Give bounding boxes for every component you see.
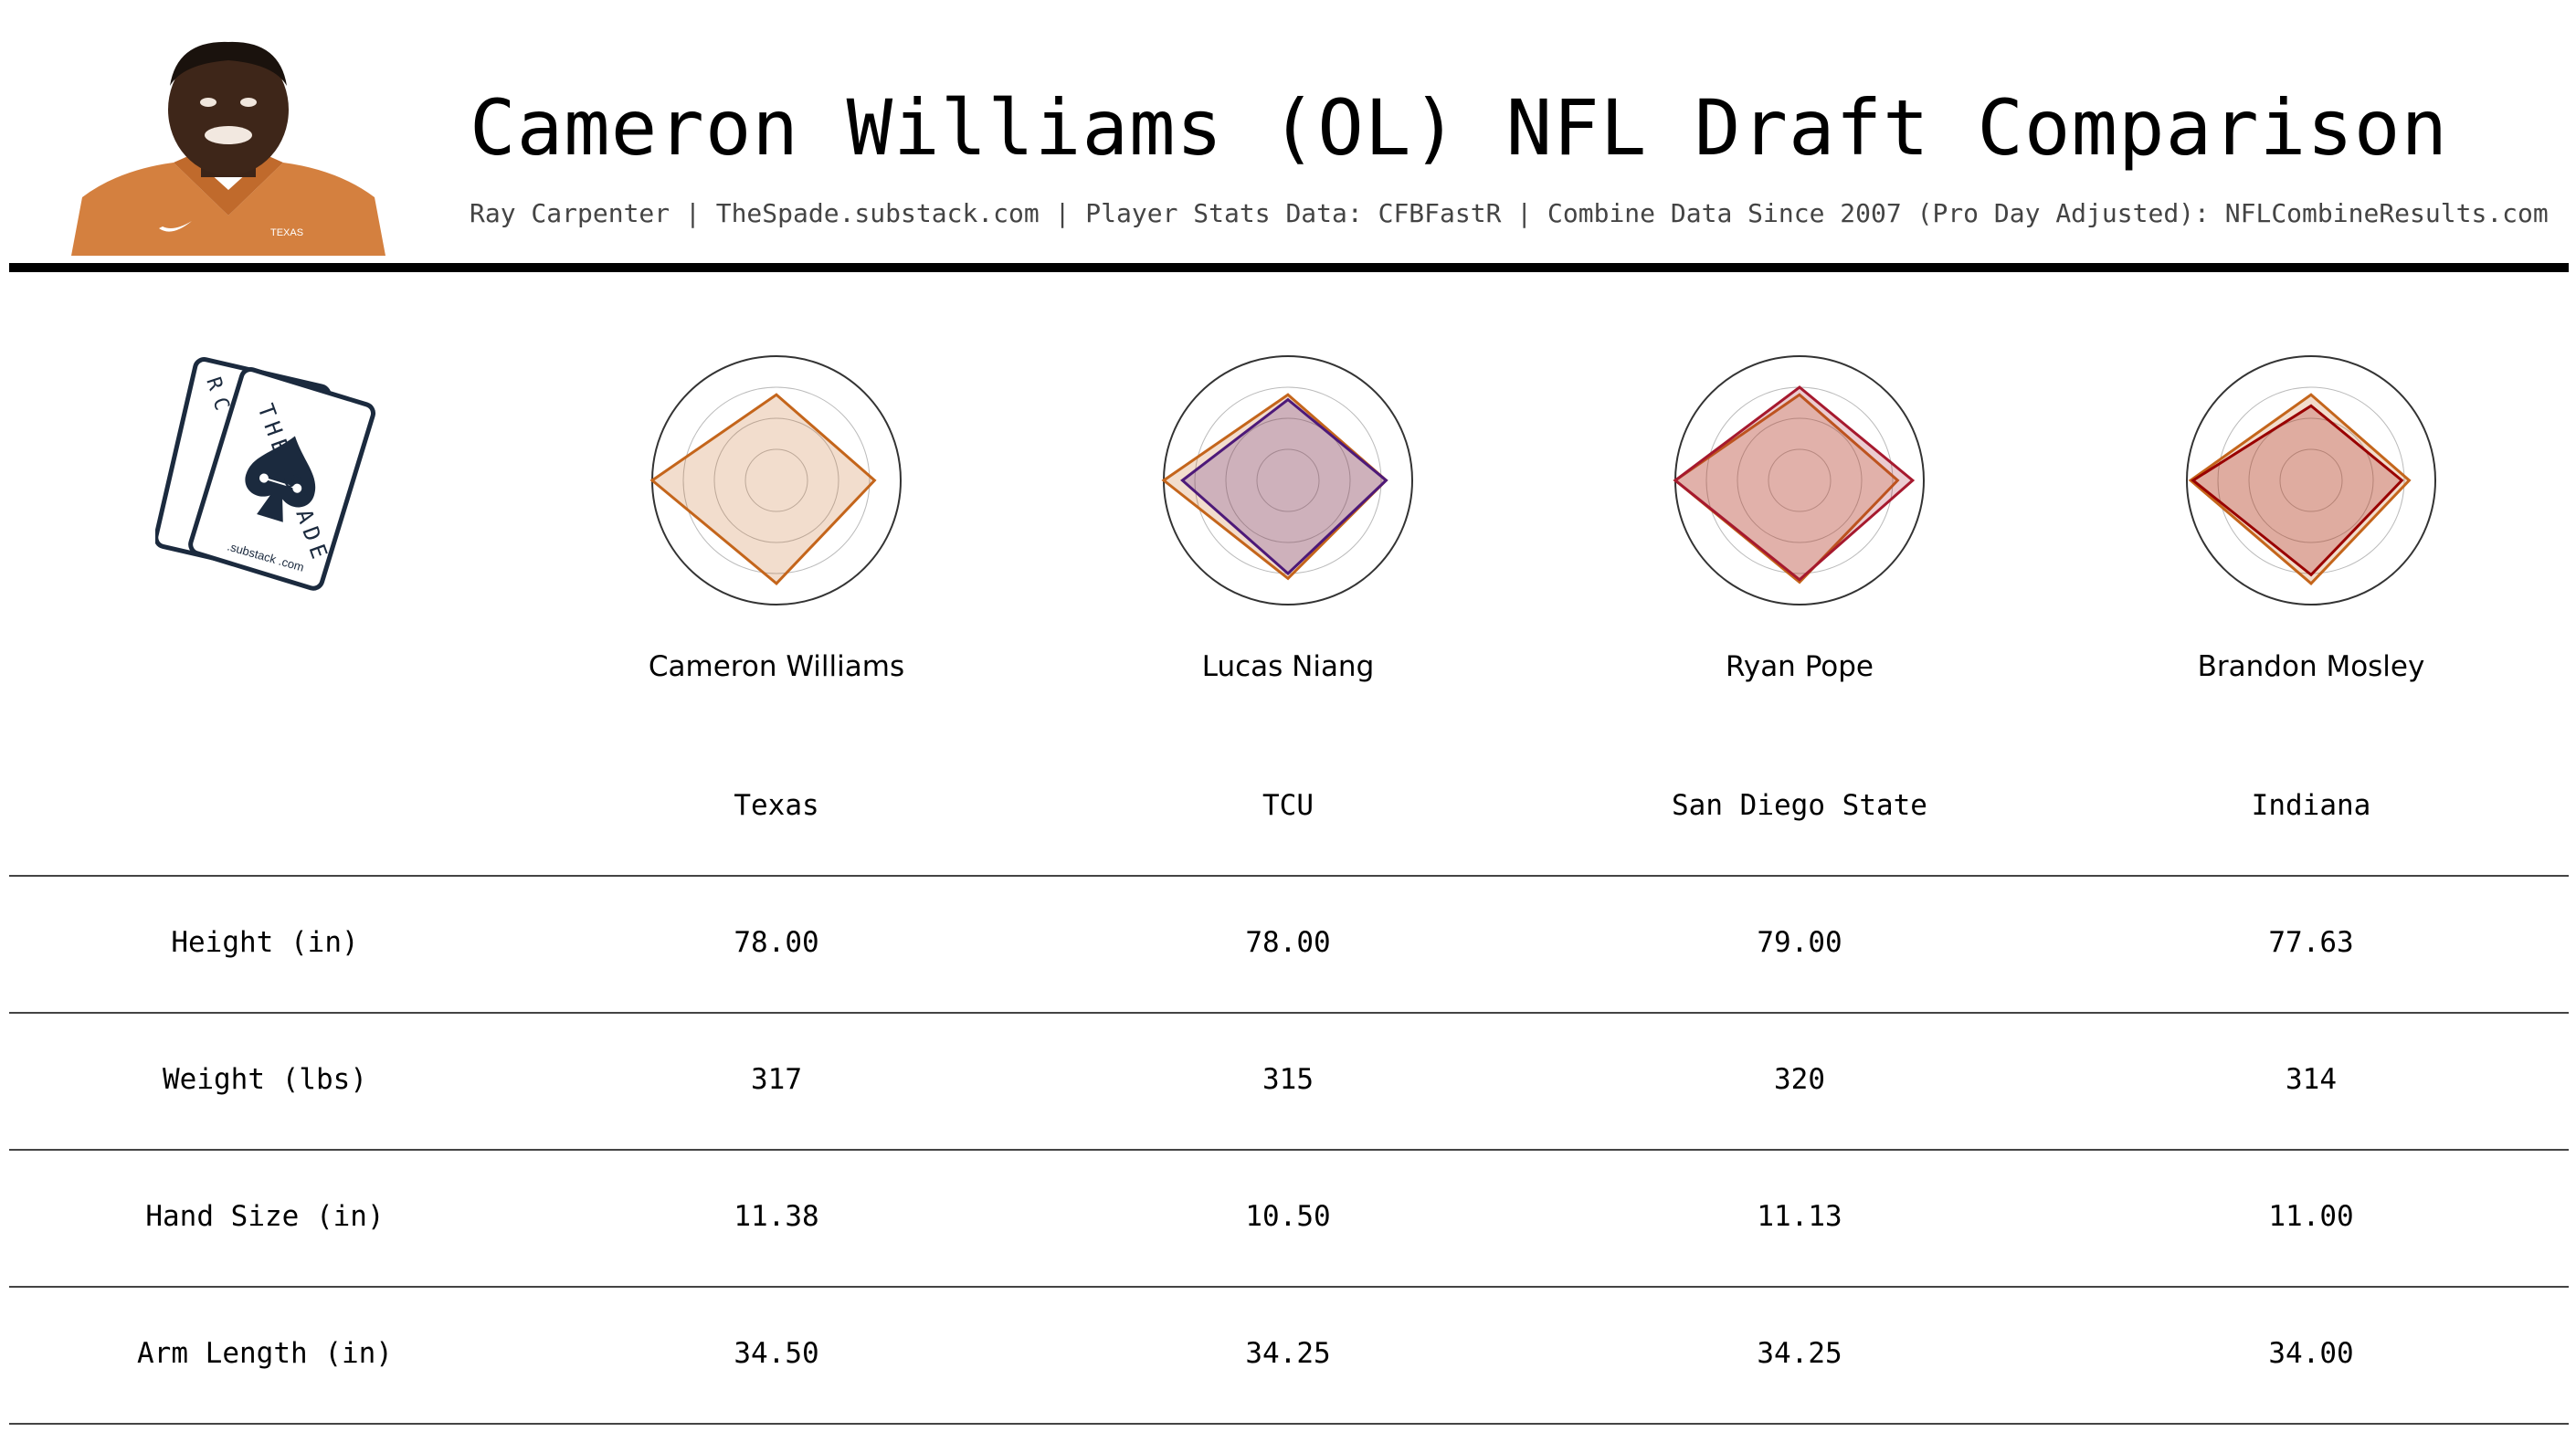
school-tcu: TCU [1262,789,1314,822]
shirt [71,163,385,256]
table-cell: 34.00 [2268,1337,2354,1370]
table-cell: 34.25 [1245,1337,1331,1370]
radar-grid-ring [713,417,839,543]
table-cell: 34.50 [734,1337,819,1370]
page-title: Cameron Williams (OL) NFL Draft Comparis… [470,83,2449,173]
mouth [205,126,252,144]
face [168,44,289,175]
table-cell: 315 [1262,1063,1314,1096]
radar-grid-ring [1256,448,1320,512]
metric-label-weight: Weight (lbs) [163,1063,367,1096]
radar-grid-ring [744,448,808,512]
header-divider [9,263,2569,272]
table-cell: 10.50 [1245,1200,1331,1233]
swoosh-icon [159,221,192,232]
longhorn-logo-text: TEXAS [270,227,303,238]
table-cell: 77.63 [2268,926,2354,959]
table-cell: 78.00 [1245,926,1331,959]
metric-label-arm-length: Arm Length (in) [137,1337,393,1370]
radar-series-polygon-1 [1673,393,1900,584]
table-rule [9,1423,2569,1425]
radar-series-polygon-2 [2191,404,2404,577]
metric-label-height: Height (in) [171,926,359,959]
radar-outer-ring [2186,355,2436,605]
radar-series-polygon-2 [1673,385,1916,582]
player-photo: TEXAS [71,41,385,256]
radar-grid-ring [1737,417,1863,543]
table-rule [9,1012,2569,1014]
radar-chart-brandon-mosley [2186,355,2436,605]
table-cell: 11.38 [734,1200,819,1233]
table-rule [9,875,2569,877]
player-name-cameron-williams: Cameron Williams [648,650,905,683]
radar-chart-ryan-pope [1673,355,1925,605]
radar-chart-lucas-niang [1161,355,1413,605]
table-cell: 11.13 [1757,1200,1842,1233]
player-name-lucas-niang: Lucas Niang [1201,650,1375,683]
radar-grid-ring [1768,448,1832,512]
spade-icon [245,436,316,522]
radar-grid-ring [682,386,871,574]
school-san-diego-state: San Diego State [1672,789,1927,822]
player-name-brandon-mosley: Brandon Mosley [2197,650,2425,683]
radar-series-polygon-1 [649,393,877,585]
radar-chart-cameron-williams [649,355,902,605]
hair [170,41,287,86]
player-name-ryan-pope: Ryan Pope [1726,650,1874,683]
the-spade-logo: THE SPADE RC .substack .com [155,357,376,591]
table-rule [9,1286,2569,1288]
radar-grid-ring [1225,417,1351,543]
table-cell: 320 [1774,1063,1825,1096]
table-cell: 79.00 [1757,926,1842,959]
table-cell: 314 [2286,1063,2337,1096]
page-subtitle: Ray Carpenter | TheSpade.substack.com | … [470,198,2549,228]
school-texas: Texas [734,789,819,822]
radar-grid-ring [2248,417,2374,543]
table-cell: 78.00 [734,926,819,959]
school-indiana: Indiana [2251,789,2371,822]
table-cell: 34.25 [1757,1337,1842,1370]
metric-label-hand-size: Hand Size (in) [145,1200,385,1233]
table-cell: 11.00 [2268,1200,2354,1233]
radar-series-polygon-2 [1180,397,1388,576]
table-rule [9,1149,2569,1151]
radar-grid-ring [2279,448,2343,512]
table-cell: 317 [751,1063,802,1096]
